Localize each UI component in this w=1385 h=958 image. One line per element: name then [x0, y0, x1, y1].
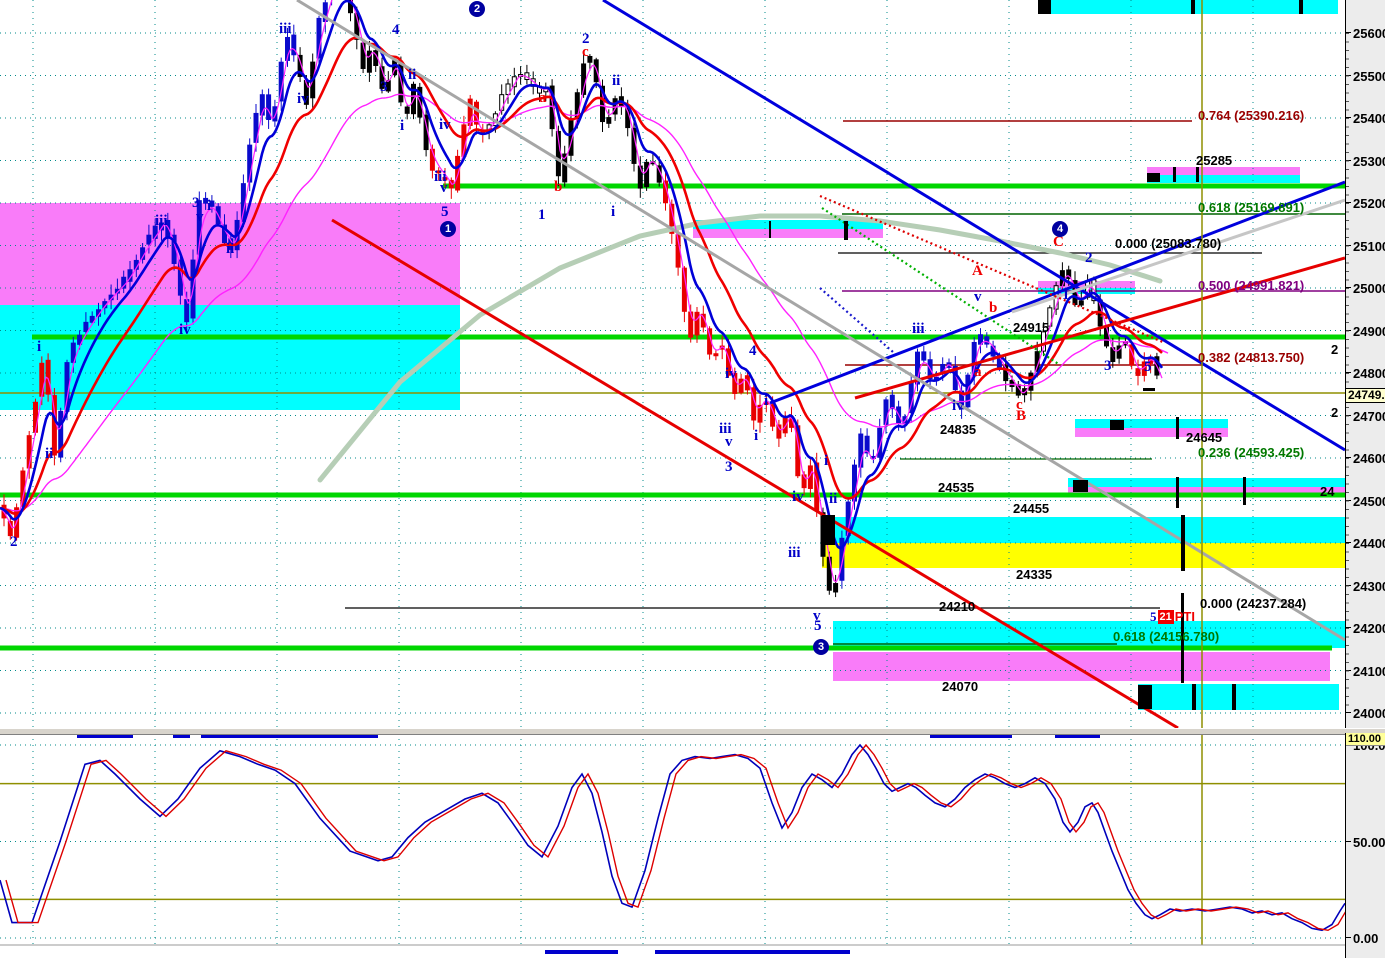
- support-resistance-zone: [1147, 167, 1300, 175]
- trendline[interactable]: [331, 218, 1179, 728]
- trendline[interactable]: [769, 180, 1345, 405]
- support-resistance-zone: [693, 220, 883, 229]
- support-resistance-zone: [1147, 175, 1300, 183]
- circled-wave-number: 2: [469, 1, 485, 17]
- oscillator-value-box: 110.00: [1346, 733, 1385, 746]
- support-resistance-zone: [833, 652, 1330, 681]
- price-axis[interactable]: 2560025500254002530025200251002500024900…: [1345, 0, 1385, 728]
- sage-moving-average: [317, 213, 1163, 483]
- support-resistance-zone: [1075, 428, 1228, 437]
- stochastic-blue-line: [0, 743, 1345, 932]
- circled-wave-number: 3: [813, 639, 829, 655]
- support-resistance-zone: [1068, 478, 1345, 487]
- last-price-box: 24749.: [1346, 388, 1385, 403]
- wave-five-label: 5: [1150, 608, 1157, 624]
- pti-badge: 5 21 PTI: [1150, 608, 1195, 625]
- circled-wave-number: 1: [440, 221, 456, 237]
- trendline[interactable]: [854, 256, 1345, 400]
- support-resistance-zone: [822, 543, 1345, 568]
- oscillator-panel[interactable]: [0, 743, 1351, 939]
- blue-moving-average: [0, 0, 1164, 550]
- panel-separator[interactable]: [0, 728, 1385, 735]
- candlesticks: [1, 0, 1160, 598]
- fast-ema-line: [0, 0, 1163, 583]
- trendline[interactable]: [296, 0, 1345, 642]
- trendline[interactable]: [1011, 198, 1345, 314]
- pti-label: PTI: [1174, 609, 1195, 624]
- support-resistance-zone: [1038, 0, 1338, 14]
- hatched-signal-line: [819, 287, 894, 353]
- support-resistance-zone: [1138, 684, 1339, 710]
- support-resistance-zone: [1075, 419, 1228, 428]
- support-resistance-zone: [693, 229, 883, 238]
- circled-wave-number: 4: [1052, 221, 1068, 237]
- pti-value: 21: [1157, 609, 1174, 624]
- support-resistance-zone: [1068, 487, 1345, 494]
- support-resistance-zone: [822, 517, 1345, 543]
- trendline[interactable]: [602, 0, 1345, 452]
- stochastic-red-line: [5, 743, 1345, 932]
